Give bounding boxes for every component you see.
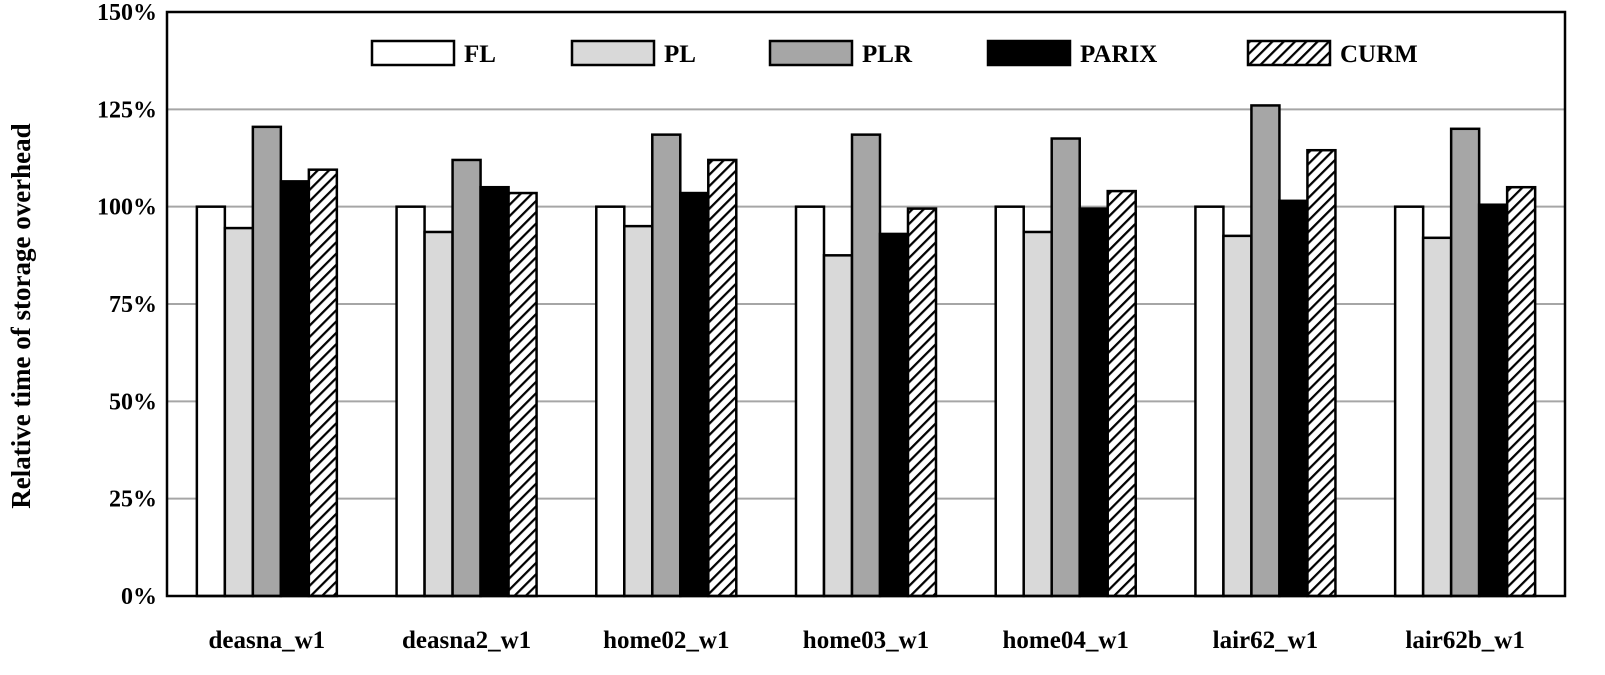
- y-tick-label: 75%: [109, 292, 157, 318]
- legend-label-parix: PARIX: [1080, 41, 1157, 68]
- bar-curm-home02_w1: [707, 158, 738, 598]
- legend-swatch-plr: [768, 39, 854, 67]
- bar-plr-lair62b_w1: [1449, 127, 1481, 598]
- bar-parix-deasna_w1: [279, 180, 311, 598]
- y-tick-label: 100%: [97, 195, 157, 221]
- bar-curm-home04_w1: [1106, 189, 1137, 598]
- bar-fl-lair62b_w1: [1393, 205, 1425, 598]
- bar-pl-lair62b_w1: [1421, 236, 1453, 598]
- y-axis-label: Relative time of storage overhead: [6, 123, 36, 508]
- bar-fl-home03_w1: [794, 205, 826, 598]
- bar-pl-lair62_w1: [1222, 234, 1253, 598]
- x-category-label: home04_w1: [1003, 627, 1129, 654]
- x-category-label: home03_w1: [803, 627, 929, 654]
- bar-plr-lair62_w1: [1250, 104, 1281, 598]
- plot-frame: [165, 10, 1567, 598]
- legend-swatch-fl: [370, 39, 456, 67]
- bar-curm-deasna2_w1: [507, 191, 538, 598]
- y-tick-label: 150%: [97, 0, 157, 26]
- legend-label-plr: PLR: [862, 41, 913, 68]
- x-category-label: deasna2_w1: [402, 627, 531, 654]
- bar-plr-home04_w1: [1050, 137, 1081, 598]
- bar-pl-deasna2_w1: [423, 230, 454, 598]
- y-tick-label: 0%: [121, 584, 157, 610]
- y-tick-label: 50%: [109, 389, 157, 415]
- bar-parix-lair62b_w1: [1477, 203, 1509, 598]
- legend-swatch-curm: [1246, 39, 1332, 67]
- x-category-label: lair62_w1: [1213, 627, 1319, 654]
- bar-parix-lair62_w1: [1278, 199, 1309, 598]
- x-axis-categories: deasna_w1 deasna2_w1 home02_w1 home03_w1 hom…: [209, 627, 1525, 654]
- bar-fl-home04_w1: [994, 205, 1025, 598]
- legend: FL PL PLR PARIX CURM: [370, 39, 1418, 68]
- bar-pl-home02_w1: [623, 224, 654, 598]
- bar-curm-home03_w1: [906, 207, 938, 598]
- legend-swatch-parix: [986, 39, 1072, 67]
- x-category-label: home02_w1: [603, 627, 729, 654]
- bar-pl-home04_w1: [1022, 230, 1053, 598]
- bar-plr-home03_w1: [850, 133, 882, 598]
- legend-swatch-pl: [570, 39, 656, 67]
- bar-curm-deasna_w1: [307, 168, 339, 598]
- x-category-label: lair62b_w1: [1405, 627, 1524, 654]
- bar-parix-home03_w1: [878, 232, 910, 598]
- bar-fl-lair62_w1: [1194, 205, 1225, 598]
- bar-fl-deasna2_w1: [395, 205, 426, 598]
- bar-parix-deasna2_w1: [479, 185, 510, 598]
- bar-curm-lair62b_w1: [1505, 185, 1537, 598]
- legend-label-fl: FL: [464, 41, 496, 68]
- y-tick-label: 125%: [97, 97, 157, 123]
- bar-plr-home02_w1: [651, 133, 682, 598]
- legend-label-curm: CURM: [1340, 41, 1418, 68]
- bar-pl-deasna_w1: [223, 226, 255, 598]
- bar-plr-deasna2_w1: [451, 158, 482, 598]
- bar-fl-home02_w1: [595, 205, 626, 598]
- bar-pl-home03_w1: [822, 254, 854, 598]
- bar-fl-deasna_w1: [195, 205, 227, 598]
- y-axis-ticks: 0% 25% 50% 75% 100% 125% 150%: [97, 0, 157, 610]
- bar-curm-lair62_w1: [1306, 148, 1337, 598]
- legend-label-pl: PL: [664, 41, 696, 68]
- bar-parix-home04_w1: [1078, 207, 1109, 598]
- bar-plr-deasna_w1: [251, 125, 283, 598]
- y-tick-label: 25%: [109, 487, 157, 513]
- x-category-label: deasna_w1: [209, 627, 326, 654]
- bar-parix-home02_w1: [679, 191, 710, 598]
- bars: [195, 104, 1537, 598]
